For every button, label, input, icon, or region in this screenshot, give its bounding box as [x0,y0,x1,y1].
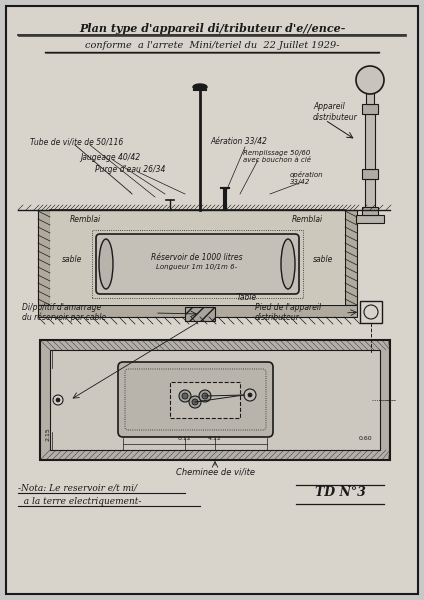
Text: opération
33/42: opération 33/42 [290,171,324,185]
Bar [50,350,380,450]
Text: Appareil
distributeur: Appareil distributeur [313,102,358,122]
Circle shape [192,399,198,405]
Bar [360,301,382,323]
Text: Purge d'eau 26/34: Purge d'eau 26/34 [95,164,165,173]
Circle shape [199,390,211,402]
Text: Pied de l'appareil: Pied de l'appareil [255,304,321,313]
Circle shape [53,395,63,405]
Text: Remplissage 50/60
avec bouchon à clé: Remplissage 50/60 avec bouchon à clé [243,151,311,163]
Text: Aération 33/42: Aération 33/42 [210,137,267,146]
Text: distributeur: distributeur [255,313,300,322]
Text: 4.12: 4.12 [208,437,222,442]
Circle shape [248,393,252,397]
Circle shape [202,393,208,399]
Bar [366,92,374,104]
Circle shape [356,66,384,94]
Bar [362,207,378,215]
Text: Plan type d'appareil di/tributeur d'e//ence-: Plan type d'appareil di/tributeur d'e//e… [79,23,345,34]
Text: 0.12: 0.12 [178,437,192,442]
Circle shape [56,398,60,402]
Text: Réservoir de 1000 litres: Réservoir de 1000 litres [151,253,243,262]
Text: TD N°3: TD N°3 [315,487,365,499]
FancyBboxPatch shape [118,362,273,437]
Bar [185,307,215,321]
Bar [38,210,50,305]
Bar [356,215,384,223]
Bar [50,210,345,305]
Circle shape [182,393,188,399]
Text: a la terre electriquement-: a la terre electriquement- [18,497,141,505]
Text: 2.15: 2.15 [45,427,50,441]
Circle shape [244,389,256,401]
Text: Jaugeage 40/42: Jaugeage 40/42 [80,152,140,161]
Bar [92,230,303,298]
Bar [365,114,375,169]
Ellipse shape [281,239,295,289]
Bar [362,104,378,114]
Bar [38,305,357,317]
Text: Table: Table [237,292,257,301]
Text: Cheminee de vi/ite: Cheminee de vi/ite [176,467,254,476]
Bar [170,382,240,418]
Circle shape [189,396,201,408]
Text: 0.60: 0.60 [358,437,372,442]
Text: sable: sable [62,254,82,263]
Text: du réservoir par cable: du réservoir par cable [22,312,106,322]
Text: sable: sable [313,254,333,263]
Text: Remblai: Remblai [291,215,323,224]
Bar [362,169,378,179]
Text: -Nota: Le reservoir e/t mi/: -Nota: Le reservoir e/t mi/ [18,484,137,493]
Ellipse shape [99,239,113,289]
Bar [345,210,357,305]
Ellipse shape [193,84,207,90]
Text: Remblai: Remblai [70,215,100,224]
Text: Tube de vi/ite de 50/116: Tube de vi/ite de 50/116 [30,137,123,146]
Text: conforme  a l'arrete  Mini/teriel du  22 Juillet 1929-: conforme a l'arrete Mini/teriel du 22 Ju… [85,41,339,50]
Text: Longueur 1m 10/1m 6-: Longueur 1m 10/1m 6- [156,264,237,270]
Circle shape [179,390,191,402]
FancyBboxPatch shape [96,234,299,294]
Bar [40,340,390,460]
Text: Di/po/itif d'amarrage: Di/po/itif d'amarrage [22,304,101,313]
Bar [365,179,375,207]
